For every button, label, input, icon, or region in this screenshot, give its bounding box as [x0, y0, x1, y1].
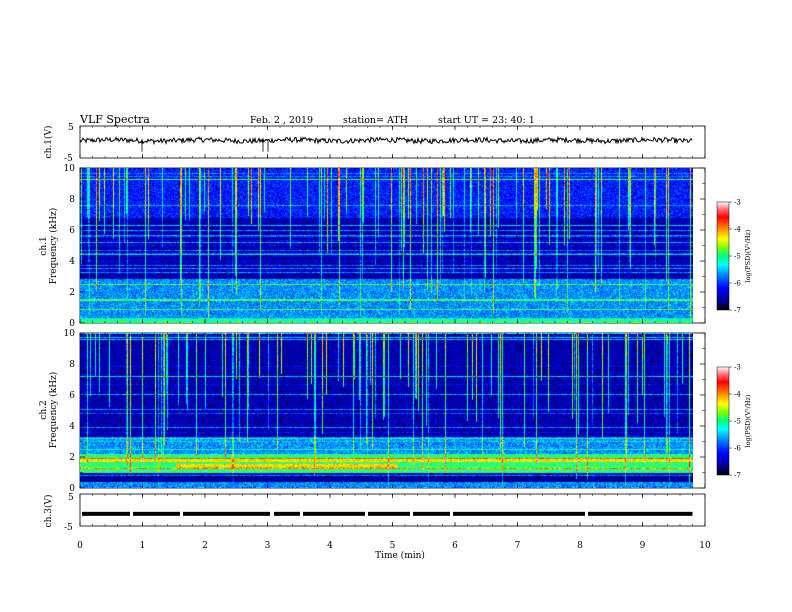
ch2-colorbar-tick--6: -6: [734, 445, 741, 453]
ch2-spectrogram-heatmap: [80, 333, 693, 488]
ch2-ytick-8: 8: [69, 360, 75, 370]
ch1-ytick-10: 10: [64, 164, 76, 174]
start-time-label: start UT = 23: 40: 1: [438, 115, 535, 126]
ch1-ytick-6: 6: [69, 226, 75, 236]
ch2-ylabel-freq: Frequency (kHz): [48, 372, 59, 449]
time-tick-8: 8: [577, 541, 583, 551]
figure-title: VLF Spectra: [79, 113, 150, 126]
time-tick-2: 2: [202, 541, 208, 551]
ch2-colorbar: -3 -4 -5 -6 -7 log(PSD)(V²/Hz): [716, 364, 752, 480]
time-tick-9: 9: [640, 541, 646, 551]
ch2-colorbar-tick--7: -7: [734, 472, 741, 480]
time-tick-6: 6: [452, 541, 458, 551]
ch2-ytick-2: 2: [69, 453, 75, 463]
ch1-spectrogram-panel: 10 8 6 4 2 0 ch.1 Frequency (kHz): [39, 164, 706, 329]
ch1-ylabel-ch: ch.1: [39, 236, 49, 255]
ch3-waveform-line: [82, 510, 693, 517]
ch1-waveform-panel: 5 -5 ch.1(V): [43, 123, 706, 164]
ch3-ytick-bottom: -5: [64, 523, 73, 533]
ch2-ytick-6: 6: [69, 391, 75, 401]
ch3-ylabel: ch.3(V): [43, 495, 54, 528]
ch3-ytick-top: 5: [68, 493, 74, 503]
ch1-colorbar-tick--6: -6: [734, 280, 741, 288]
date-label: Feb. 2 , 2019: [250, 115, 313, 126]
ch1-colorbar-tick--4: -4: [734, 226, 741, 234]
time-axis: 0 1 2 3 4 5 6 7 8 9 10: [77, 126, 711, 551]
ch2-ytick-4: 4: [69, 422, 75, 432]
ch1-colorbar-label: log(PSD)(V²/Hz): [744, 229, 752, 282]
time-tick-3: 3: [265, 541, 271, 551]
ch2-ytick-0: 0: [69, 484, 75, 494]
ch1-colorbar-tick--3: -3: [734, 199, 741, 207]
ch1-ytick-0: 0: [69, 319, 75, 329]
time-axis-label: Time (min): [375, 550, 425, 561]
ch2-colorbar-tick--5: -5: [734, 418, 741, 426]
ch1-ytick-2: 2: [69, 288, 75, 298]
time-tick-4: 4: [327, 541, 333, 551]
ch2-colorbar-tick--4: -4: [734, 391, 741, 399]
ch1-colorbar-tick--5: -5: [734, 253, 741, 261]
time-tick-0: 0: [77, 541, 83, 551]
ch1-ylabel-freq: Frequency (kHz): [48, 208, 59, 285]
ch1-waveform-line: [79, 135, 693, 146]
ch1-ytick-4: 4: [69, 257, 75, 267]
ch2-ytick-10: 10: [64, 329, 76, 339]
ch2-colorbar-label: log(PSD)(V²/Hz): [744, 394, 752, 447]
ch1-spectrogram-heatmap: [80, 168, 693, 323]
time-tick-10: 10: [699, 541, 711, 551]
ch2-colorbar-tick--3: -3: [734, 364, 741, 372]
ch1-ytick-8: 8: [69, 195, 75, 205]
ch1-ytick-bottom: -5: [64, 154, 73, 164]
time-tick-1: 1: [140, 541, 146, 551]
ch2-ylabel-ch: ch.2: [39, 400, 49, 419]
ch1-colorbar-tick--7: -7: [734, 307, 741, 315]
ch1-ytick-top: 5: [68, 123, 74, 133]
time-tick-5: 5: [390, 541, 396, 551]
ch2-spectrogram-panel: 10 8 6 4 2 0 ch.2 Frequency (kHz): [39, 329, 706, 494]
station-label: station= ATH: [343, 115, 408, 126]
ch3-waveform-panel: 5 -5 ch.3(V): [43, 493, 706, 533]
ch1-colorbar: -3 -4 -5 -6 -7 log(PSD)(V²/Hz): [716, 199, 752, 315]
time-tick-7: 7: [515, 541, 521, 551]
ch1-ylabel: ch.1(V): [43, 126, 54, 159]
